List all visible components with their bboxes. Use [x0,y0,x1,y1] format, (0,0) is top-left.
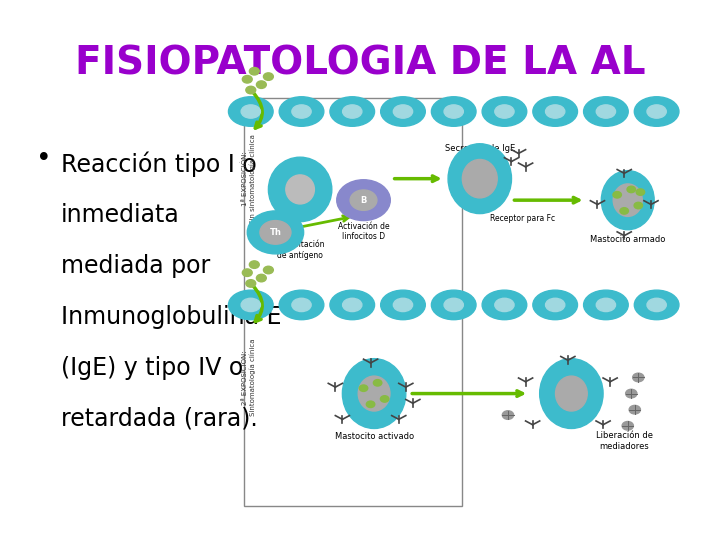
Circle shape [359,385,368,392]
Ellipse shape [381,97,426,126]
Circle shape [613,192,621,198]
Ellipse shape [292,105,311,118]
Ellipse shape [482,97,527,126]
Circle shape [246,86,256,94]
Text: Receptor para Fc: Receptor para Fc [490,214,555,222]
Ellipse shape [444,298,464,312]
Ellipse shape [533,97,577,126]
Circle shape [256,81,266,89]
Circle shape [503,411,513,420]
Circle shape [243,269,252,276]
Ellipse shape [647,105,666,118]
Ellipse shape [596,105,616,118]
Ellipse shape [241,105,261,118]
Circle shape [247,211,304,254]
Text: Activación de
linfocitos D: Activación de linfocitos D [338,221,390,241]
Circle shape [350,190,377,211]
Ellipse shape [330,97,374,126]
Text: •: • [36,146,52,172]
Circle shape [264,266,274,274]
Ellipse shape [381,290,426,320]
Text: Mastocito activado: Mastocito activado [335,432,414,441]
Ellipse shape [634,97,679,126]
Ellipse shape [556,376,588,411]
Circle shape [620,208,629,214]
Ellipse shape [495,298,514,312]
FancyBboxPatch shape [244,98,462,507]
Text: Inmunoglobulina E: Inmunoglobulina E [60,305,281,329]
Circle shape [366,401,375,408]
Text: (IgE) y tipo IV o: (IgE) y tipo IV o [60,356,243,380]
Text: B: B [360,195,366,205]
Ellipse shape [444,105,464,118]
Text: inmediata: inmediata [60,203,179,227]
Text: Liberación de
mediadores: Liberación de mediadores [595,431,653,450]
Ellipse shape [584,97,629,126]
Ellipse shape [613,184,642,217]
Text: Th: Th [269,228,282,237]
Circle shape [249,261,259,268]
Ellipse shape [228,97,273,126]
Circle shape [622,422,634,430]
Circle shape [380,396,389,402]
Ellipse shape [584,290,629,320]
Ellipse shape [540,359,603,428]
Ellipse shape [279,290,324,320]
Ellipse shape [279,97,324,126]
Circle shape [627,186,636,193]
Ellipse shape [343,105,362,118]
Circle shape [243,76,252,83]
Circle shape [264,73,274,80]
Text: mediada por: mediada por [60,254,210,278]
Ellipse shape [431,97,476,126]
Circle shape [633,373,644,382]
Ellipse shape [343,298,362,312]
Text: Reacción tipo I o: Reacción tipo I o [60,152,256,177]
Ellipse shape [343,359,406,428]
Text: FISIOPATOLOGIA DE LA AL: FISIOPATOLOGIA DE LA AL [75,44,645,83]
Circle shape [337,180,390,220]
Ellipse shape [647,298,666,312]
Ellipse shape [448,144,511,214]
Ellipse shape [359,376,390,411]
Ellipse shape [546,298,564,312]
Ellipse shape [393,105,413,118]
Text: retardada (rara).: retardada (rara). [60,407,257,431]
Ellipse shape [462,159,498,198]
Ellipse shape [495,105,514,118]
Ellipse shape [546,105,564,118]
Circle shape [249,68,259,75]
Text: Presentación
de antígeno: Presentación de antígeno [275,240,325,260]
Circle shape [256,274,266,282]
Ellipse shape [431,290,476,320]
Circle shape [626,389,637,398]
Text: Mastocito armado: Mastocito armado [590,235,665,244]
Ellipse shape [241,298,261,312]
Text: Secreción de IgE: Secreción de IgE [445,144,515,153]
Ellipse shape [596,298,616,312]
Text: 2ª EXPOSICIÓN:
Sintomatología clínica: 2ª EXPOSICIÓN: Sintomatología clínica [242,339,256,416]
Ellipse shape [228,290,273,320]
Ellipse shape [330,290,374,320]
Circle shape [374,380,382,386]
Ellipse shape [393,298,413,312]
Circle shape [260,220,291,244]
Ellipse shape [634,290,679,320]
Ellipse shape [533,290,577,320]
Ellipse shape [601,171,654,230]
Circle shape [629,406,640,414]
Ellipse shape [482,290,527,320]
Circle shape [634,202,642,209]
Ellipse shape [292,298,311,312]
Circle shape [636,189,644,195]
Ellipse shape [286,175,315,204]
Ellipse shape [269,157,332,221]
Text: 1ª EXPOSICIÓN:
Sin sintomatología clínica: 1ª EXPOSICIÓN: Sin sintomatología clínic… [242,134,256,224]
Circle shape [246,280,256,287]
